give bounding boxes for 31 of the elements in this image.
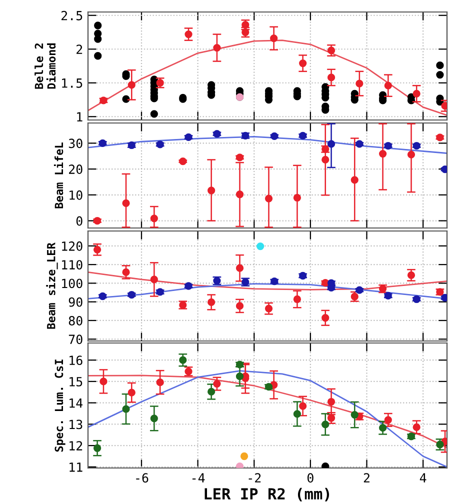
y-tick-label: 0	[76, 216, 82, 226]
x-axis-title: LER IP R2 (mm)	[204, 488, 330, 502]
y-axis-title: Spec. Lum. CsI	[54, 360, 66, 452]
x-tick-label: -4	[192, 473, 205, 482]
y-tick-label: 13	[70, 420, 82, 430]
x-tick-label: -2	[248, 473, 261, 482]
y-tick-label: 1.5	[62, 78, 82, 88]
y-tick-label: 100	[62, 278, 82, 288]
x-tick-label: 2	[364, 473, 370, 482]
y-axis-title: Belle 2 Diamond	[34, 43, 56, 89]
y-axis-title: Beam size_LER	[46, 242, 58, 329]
y-tick-label: 30	[68, 138, 82, 148]
y-axis-title: Beam LifeL	[54, 142, 64, 208]
y-tick-label: 80	[68, 316, 82, 326]
y-tick-label: 110	[62, 260, 82, 270]
x-tick-label: 0	[307, 473, 314, 483]
y-tick-label: 12	[70, 441, 82, 450]
y-tick-label: 14	[70, 398, 83, 408]
x-tick-label: -6	[136, 473, 148, 483]
y-tick-label: 11	[70, 462, 82, 472]
y-tick-label: 120	[62, 241, 82, 251]
y-tick-label: 16	[70, 356, 82, 366]
x-tick-label: 4	[420, 473, 426, 482]
y-tick-label: 1	[77, 112, 82, 122]
y-tick-label: 20	[69, 164, 82, 174]
y-tick-label: 15	[70, 377, 82, 386]
y-tick-label: 10	[70, 190, 82, 200]
y-tick-label: 2	[76, 44, 82, 54]
y-tick-label: 70	[68, 334, 82, 344]
y-tick-label: 2.5	[61, 10, 82, 20]
y-tick-label: 90	[68, 297, 82, 307]
